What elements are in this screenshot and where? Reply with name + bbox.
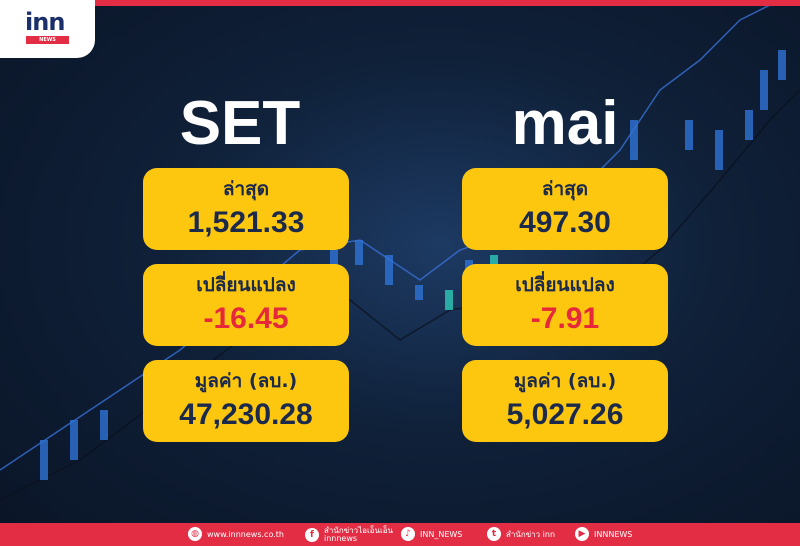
facebook-icon: f	[305, 528, 319, 542]
tiktok-icon: ♪	[401, 527, 415, 541]
logo-text: inn	[25, 8, 65, 36]
set-change-value: -16.45	[203, 302, 289, 335]
footer-facebook[interactable]: f สำนักข่าวไอเอ็นเอ็น innnews	[305, 527, 393, 543]
set-value-label: มูลค่า (ลบ.)	[194, 370, 298, 392]
footer-website[interactable]: ◍ www.innnews.co.th	[188, 527, 284, 541]
candlestick-background	[0, 0, 800, 501]
mai-last-label: ล่าสุด	[541, 178, 589, 200]
youtube-icon: ▶	[575, 527, 589, 541]
set-change-box: เปลี่ยนแปลง -16.45	[143, 264, 349, 346]
inn-news-logo: inn NEWS	[0, 0, 95, 58]
mai-change-label: เปลี่ยนแปลง	[515, 274, 615, 296]
tiktok-text: INN_NEWS	[420, 529, 463, 539]
youtube-text: INNNEWS	[594, 529, 633, 539]
mai-last-box: ล่าสุด 497.30	[462, 168, 668, 250]
set-value-value: 47,230.28	[179, 398, 313, 431]
set-last-value: 1,521.33	[187, 206, 305, 239]
set-last-box: ล่าสุด 1,521.33	[143, 168, 349, 250]
footer-bar: ◍ www.innnews.co.th f สำนักข่าวไอเอ็นเอ็น i…	[0, 523, 800, 546]
facebook-handle: innnews	[324, 534, 358, 543]
footer-tiktok[interactable]: ♪ INN_NEWS	[401, 527, 462, 541]
mai-value-box: มูลค่า (ลบ.) 5,027.26	[462, 360, 668, 442]
mai-value-value: 5,027.26	[506, 398, 624, 431]
footer-youtube[interactable]: ▶ INNNEWS	[575, 527, 632, 541]
globe-icon: ◍	[188, 527, 202, 541]
mai-change-value: -7.91	[530, 302, 600, 335]
mai-title: mai	[511, 89, 619, 158]
footer-twitter[interactable]: t สำนักข่าว inn	[487, 527, 555, 541]
set-title: SET	[179, 89, 301, 158]
twitter-icon: t	[487, 527, 501, 541]
twitter-text: สำนักข่าว inn	[506, 529, 556, 539]
mai-last-value: 497.30	[519, 206, 611, 239]
set-last-label: ล่าสุด	[222, 178, 270, 200]
mai-value-label: มูลค่า (ลบ.)	[513, 370, 617, 392]
top-accent-bar	[0, 0, 800, 6]
facebook-name: สำนักข่าวไอเอ็นเอ็น	[324, 526, 393, 535]
set-value-box: มูลค่า (ลบ.) 47,230.28	[143, 360, 349, 442]
logo-subtext: NEWS	[26, 36, 69, 44]
website-text: www.innnews.co.th	[207, 529, 284, 539]
set-change-label: เปลี่ยนแปลง	[196, 274, 296, 296]
mai-change-box: เปลี่ยนแปลง -7.91	[462, 264, 668, 346]
